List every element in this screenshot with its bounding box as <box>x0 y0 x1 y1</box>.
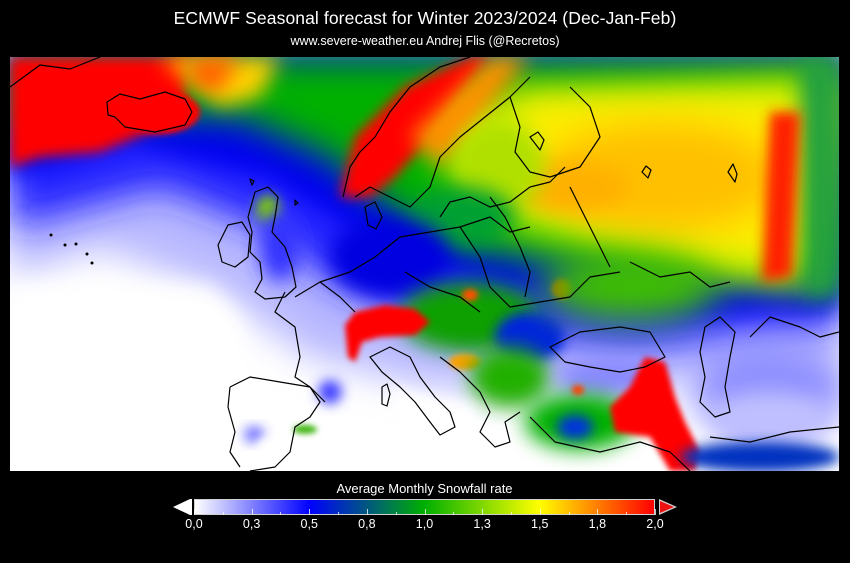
chart-title: ECMWF Seasonal forecast for Winter 2023/… <box>173 8 677 28</box>
colorbar-tick-label: 0,5 <box>300 517 318 531</box>
heatmap-layer <box>10 57 839 471</box>
colorbar-minor-tick <box>222 512 224 515</box>
colorbar-minor-tick <box>568 512 570 515</box>
chart-subtitle: www.severe-weather.eu Andrej Flis (@Recr… <box>290 34 560 48</box>
colorbar-major-tick <box>194 509 195 515</box>
colorbar-tick-labels: 0,0 0,3 0,5 0,8 1,0 1,3 1,5 1,8 2,0 <box>185 517 663 533</box>
colorbar-minor-tick <box>338 512 340 515</box>
colorbar-major-tick <box>251 509 253 515</box>
colorbar-major-tick <box>309 509 311 515</box>
colorbar-tick-label: 2,0 <box>646 517 664 531</box>
colorbar-tick-label: 1,5 <box>531 517 549 531</box>
colorbar-major-tick <box>655 509 656 515</box>
colorbar-minor-tick <box>510 512 512 515</box>
coastlines-borders <box>10 57 839 471</box>
colorbar-extend-high-arrow <box>660 501 674 513</box>
colorbar-major-tick <box>482 509 484 515</box>
colorbar-minor-tick <box>626 512 628 515</box>
colorbar-tick-label: 1,0 <box>415 517 434 531</box>
colorbar-tick-label: 0,3 <box>242 517 261 531</box>
colorbar-major-tick <box>424 509 426 515</box>
colorbar-major-tick <box>597 509 599 515</box>
colorbar-tick-label: 1,8 <box>588 517 607 531</box>
colorbar-extend-low-edge <box>190 499 192 515</box>
colorbar-minor-tick <box>453 512 455 515</box>
colorbar-major-tick <box>539 509 541 515</box>
colorbar-tick-label: 0,8 <box>358 517 376 531</box>
snowfall-map <box>10 57 839 471</box>
colorbar-label: Average Monthly Snowfall rate <box>336 481 513 496</box>
colorbar-minor-tick <box>280 512 282 515</box>
colorbar-minor-tick <box>395 512 397 515</box>
colorbar-tick-label: 1,3 <box>473 517 491 531</box>
colorbar-extend-low-arrow <box>173 499 190 515</box>
colorbar-ticks <box>194 499 656 515</box>
colorbar-tick-label: 0,0 <box>185 517 203 531</box>
heatmap-field <box>10 57 839 471</box>
colorbar-major-tick <box>366 509 368 515</box>
